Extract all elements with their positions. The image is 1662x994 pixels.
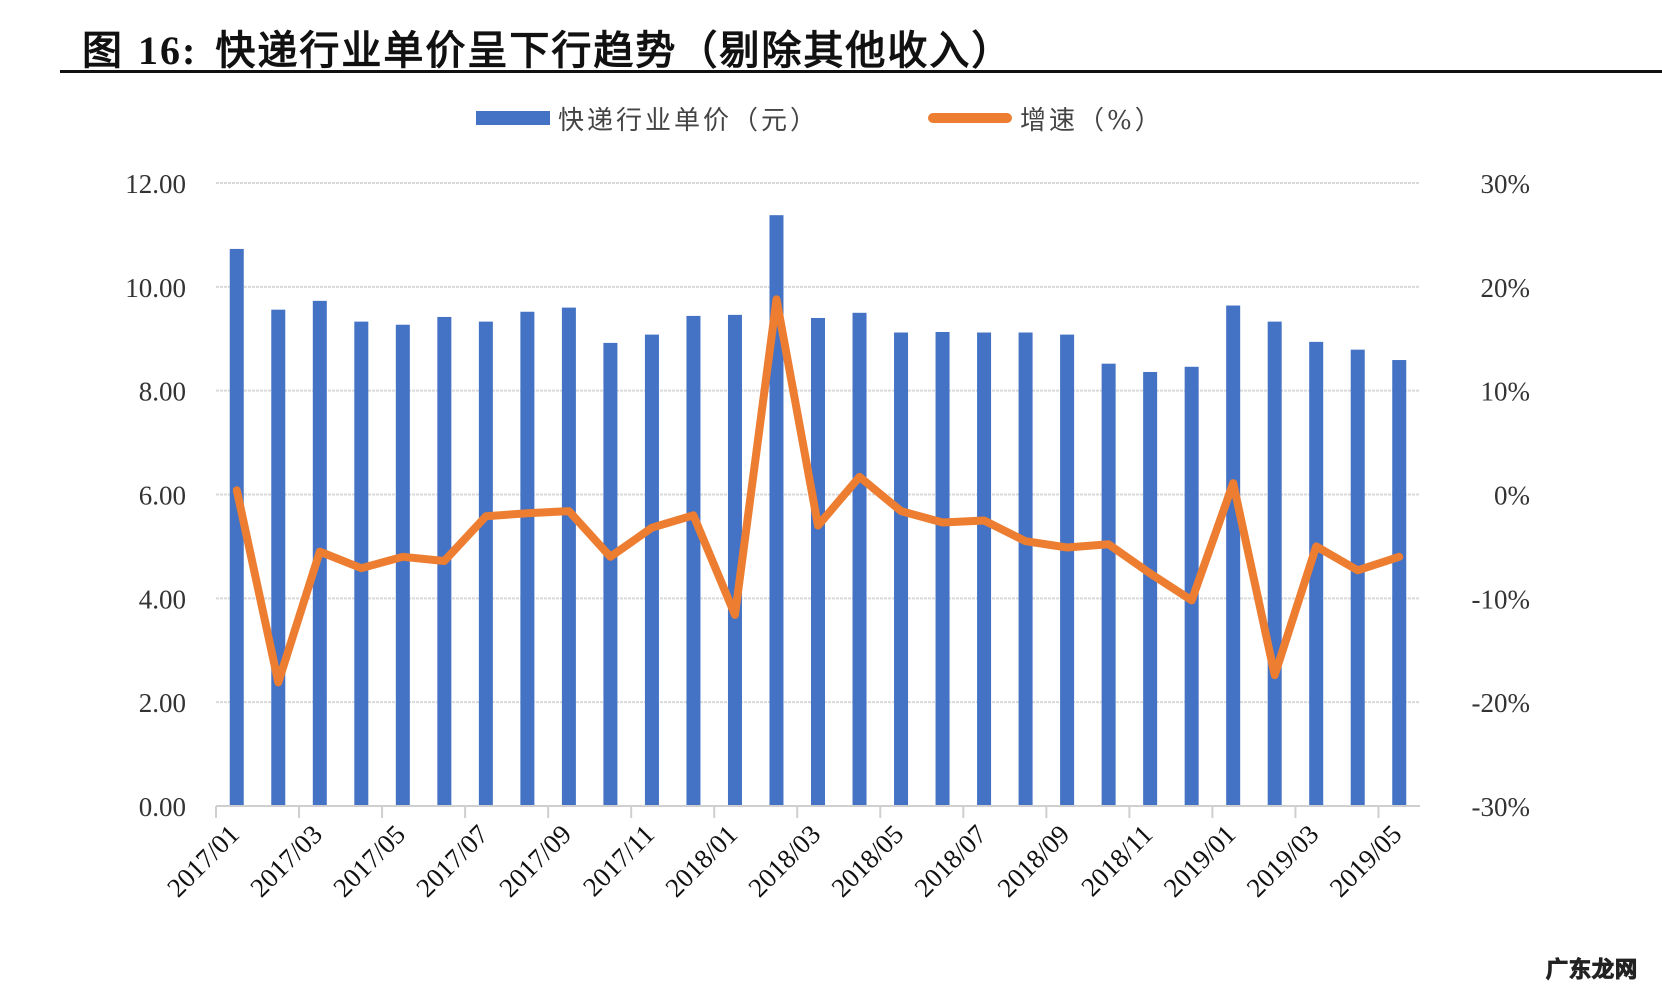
legend-line-swatch-icon: [928, 113, 1012, 123]
bar-2018/05: [894, 332, 909, 806]
left-axis-tick-label: 4.00: [139, 584, 186, 614]
x-axis-tick-label: 2019/01: [1158, 819, 1242, 903]
bar-2018/04: [852, 312, 867, 806]
right-axis-tick-label: -10%: [1472, 584, 1530, 614]
growth-line: [232, 295, 1404, 687]
bar-2019/02: [1267, 321, 1282, 806]
x-axis-tick-label: 2019/03: [1241, 819, 1325, 903]
x-axis-tick-label: 2018/07: [909, 819, 993, 903]
figure-title-bar: 图 16: 快递行业单价呈下行趋势（剔除其他收入）: [60, 8, 1662, 74]
x-axis-tick-label: 2017/11: [577, 819, 660, 902]
bar-2017/05: [395, 324, 410, 806]
x-axis-tick-label: 2018/01: [659, 819, 743, 903]
x-axis-tick-label: 2017/01: [161, 819, 245, 903]
bar-2017/10: [603, 342, 618, 806]
bar-2018/09: [1060, 334, 1075, 806]
legend-label-price: 快递行业单价（元）: [558, 105, 820, 136]
x-axis-tick-label: 2017/05: [327, 819, 411, 903]
left-axis-tick-label: 6.00: [139, 481, 186, 511]
bar-2019/01: [1226, 305, 1241, 806]
x-axis-tick-label: 2018/03: [742, 819, 826, 903]
bar-2017/04: [354, 321, 369, 806]
x-axis-tick-label: 2019/05: [1324, 819, 1408, 903]
figure-number: 16:: [138, 28, 198, 73]
chart-legend: 快递行业单价（元） 增速（%）: [0, 100, 1662, 136]
right-axis-tick-label: 10%: [1481, 377, 1531, 407]
right-axis-tick-label: 20%: [1481, 273, 1531, 303]
bar-2017/01: [229, 248, 244, 806]
legend-item-growth: 增速（%）: [928, 100, 1164, 136]
bar-2018/12: [1184, 366, 1199, 806]
left-axis-tick-label: 10.00: [125, 273, 186, 303]
left-axis-tick-label: 2.00: [139, 688, 186, 718]
bar-2018/08: [1018, 332, 1033, 806]
legend-bar-swatch-icon: [476, 111, 550, 125]
bar-2018/01: [727, 314, 742, 806]
legend-item-price: 快递行业单价（元）: [476, 100, 819, 136]
bar-2018/07: [977, 332, 992, 806]
right-axis-tick-label: 30%: [1481, 169, 1531, 199]
right-axis-tick-label: 0%: [1494, 481, 1530, 511]
x-axis: 2017/01 2017/03 2017/05 2017/07 2017/09 2017/…: [161, 805, 1420, 903]
title-underline: [60, 70, 1662, 73]
bar-2017/08: [520, 311, 535, 806]
figure-title-text: 快递行业单价呈下行趋势（剔除其他收入）: [215, 27, 1014, 74]
figure-label: 图: [82, 27, 124, 74]
bar-2017/09: [561, 307, 576, 806]
bar-2019/05: [1392, 360, 1407, 806]
left-axis-tick-label: 8.00: [139, 377, 186, 407]
bar-2019/03: [1309, 341, 1324, 806]
left-y-axis: 0.00 2.00 4.00 6.00 8.00 10.00 12.00: [125, 169, 186, 822]
x-axis-tick-label: 2017/03: [244, 819, 328, 903]
bar-2018/06: [935, 332, 950, 806]
bar-2017/07: [478, 321, 493, 806]
bar-2017/02: [271, 309, 286, 806]
left-axis-tick-label: 0.00: [139, 792, 186, 822]
bar-2017/12: [686, 315, 701, 806]
line-series-growth: [232, 295, 1404, 687]
legend-label-growth: 增速（%）: [1020, 105, 1164, 136]
x-axis-tick-label: 2018/11: [1075, 819, 1158, 902]
right-y-axis: -30% -20% -10% 0% 10% 20% 30%: [1472, 169, 1530, 822]
x-axis-tick-label: 2018/05: [825, 819, 909, 903]
left-axis-tick-label: 12.00: [125, 169, 186, 199]
right-axis-tick-label: -20%: [1472, 688, 1530, 718]
x-axis-tick-label: 2017/07: [410, 819, 494, 903]
bar-2017/11: [644, 334, 659, 806]
right-axis-tick-label: -30%: [1472, 792, 1530, 822]
x-axis-tick-label: 2017/09: [493, 819, 577, 903]
x-axis-tick-label: 2018/09: [992, 819, 1076, 903]
bar-2018/03: [811, 317, 825, 806]
figure-title: 图 16: 快递行业单价呈下行趋势（剔除其他收入）: [82, 18, 1013, 76]
bar-2018/10: [1101, 363, 1116, 806]
bar-2018/02: [769, 215, 784, 806]
watermark: 广东龙网: [1545, 958, 1638, 984]
bar-2018/11: [1143, 371, 1158, 806]
bar-2019/04: [1350, 349, 1365, 806]
